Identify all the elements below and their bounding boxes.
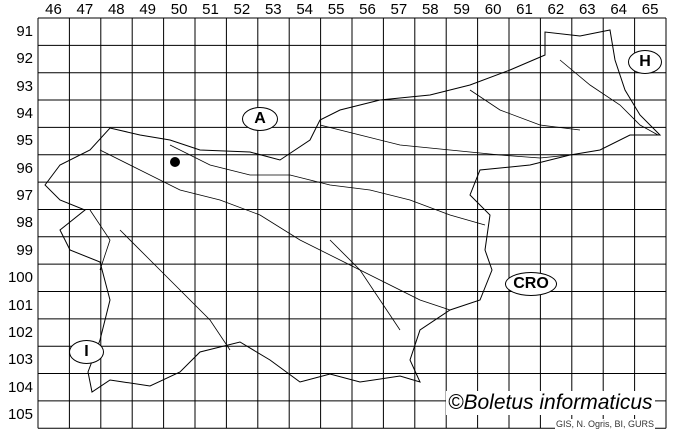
row-label: 99 [16, 241, 33, 259]
row-label: 97 [16, 187, 33, 205]
row-label: 95 [16, 132, 33, 150]
river [319, 124, 571, 159]
copyright-text: ©Boletus informaticus [446, 391, 655, 415]
column-label: 61 [516, 1, 533, 18]
river [89, 209, 111, 271]
country-label-austria: A [242, 107, 278, 131]
row-label: 92 [16, 50, 33, 68]
column-label: 55 [327, 1, 345, 18]
row-label: 98 [16, 214, 33, 232]
column-label: 57 [390, 1, 408, 18]
column-label: 48 [107, 1, 125, 18]
river [469, 89, 581, 131]
country-label-croatia: CRO [505, 272, 557, 296]
column-label: 56 [359, 1, 376, 18]
column-label: 60 [484, 1, 502, 18]
river [559, 59, 659, 136]
row-label: 101 [7, 296, 33, 314]
row-label: 100 [7, 269, 33, 287]
river [169, 144, 486, 226]
column-label: 58 [421, 1, 439, 18]
column-label: 53 [264, 1, 282, 18]
row-label: 96 [16, 159, 33, 177]
river [119, 229, 231, 351]
column-label: 47 [76, 1, 94, 18]
country-label-hungary: H [628, 50, 662, 74]
river [99, 149, 451, 311]
row-label: 91 [16, 23, 33, 40]
column-label: 51 [202, 1, 219, 18]
column-label: 52 [233, 1, 251, 18]
column-label: 54 [296, 1, 314, 18]
row-label: 104 [7, 378, 33, 396]
grid-lines [37, 17, 667, 429]
column-label: 49 [139, 1, 157, 18]
row-label: 102 [7, 323, 33, 341]
river [329, 239, 401, 331]
column-label: 62 [547, 1, 565, 18]
column-label: 63 [578, 1, 596, 18]
column-label: 46 [45, 1, 62, 18]
row-label: 93 [16, 77, 33, 95]
column-label: 59 [453, 1, 471, 18]
column-label: 64 [610, 1, 628, 18]
data-credit: GIS, N. Ogris, BI, GURS [555, 419, 656, 429]
country-border [44, 29, 662, 393]
country-label-italy: I [69, 340, 104, 364]
row-label: 94 [16, 105, 33, 123]
row-label: 103 [7, 351, 33, 369]
column-label: 50 [170, 1, 188, 18]
rivers [89, 59, 659, 351]
row-label: 105 [7, 405, 33, 423]
column-label: 65 [641, 1, 659, 18]
record-dot[interactable] [170, 157, 180, 167]
